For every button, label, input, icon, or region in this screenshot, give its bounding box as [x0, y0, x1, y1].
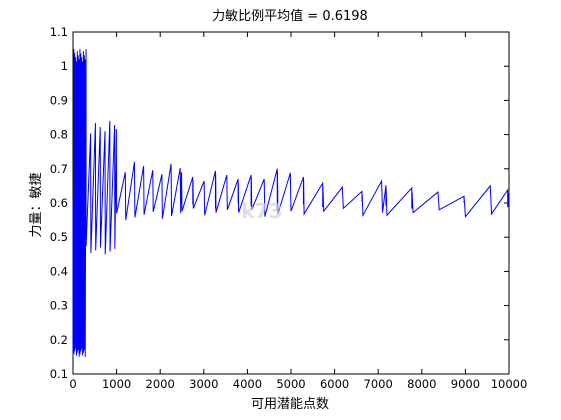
y-tick-label: 1.1 [50, 25, 68, 39]
x-tick-label: 4000 [233, 377, 262, 391]
x-tick-label: 3000 [189, 377, 218, 391]
y-tick-label: 0.1 [50, 367, 68, 381]
x-tick-label: 9000 [451, 377, 480, 391]
y-tick-label: 0.6 [50, 196, 68, 210]
x-tick-label: 10000 [491, 377, 528, 391]
y-tick-label: 0.7 [50, 162, 68, 176]
y-tick-label: 0.5 [50, 230, 68, 244]
y-tick-label: 0.4 [50, 264, 68, 278]
chart-title: 力敏比例平均值 = 0.6198 [212, 8, 368, 24]
series-line [72, 49, 510, 357]
x-axis-label: 可用潜能点数 [251, 397, 329, 412]
y-tick-label: 0.2 [50, 333, 68, 347]
watermark: k73 [241, 199, 282, 223]
x-tick-label: 2000 [146, 377, 175, 391]
y-tick-label: 0.3 [50, 299, 68, 313]
x-tick-label: 1000 [102, 377, 131, 391]
x-tick-label: 0 [69, 377, 76, 391]
y-tick-label: 1 [61, 59, 68, 73]
x-tick-label: 7000 [364, 377, 393, 391]
x-tick-label: 8000 [407, 377, 436, 391]
x-tick-label: 6000 [320, 377, 349, 391]
x-tick-label: 5000 [276, 377, 305, 391]
x-axis-ticks: 0 1000 2000 3000 4000 5000 6000 7000 8000 9000 100… [69, 32, 527, 391]
y-tick-label: 0.8 [50, 128, 68, 142]
y-axis-label: 力量：敏捷 [29, 172, 44, 237]
y-tick-label: 0.9 [50, 93, 68, 107]
